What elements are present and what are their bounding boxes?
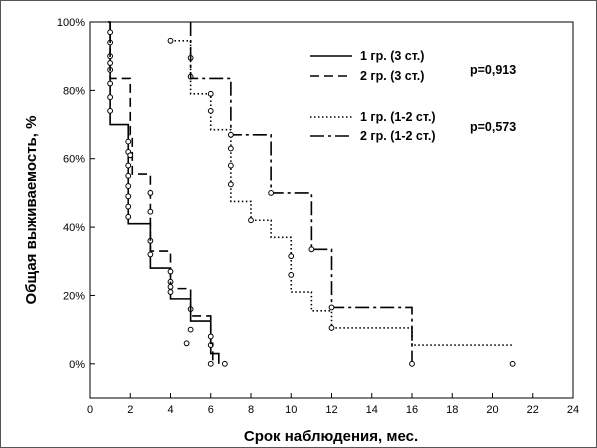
censored-point [268, 190, 275, 196]
censored-point [187, 326, 194, 333]
censored-point [147, 190, 154, 196]
x-axis-title: Срок наблюдения, мес. [244, 428, 418, 445]
x-tick-label: 6 [208, 404, 214, 416]
censored-point [207, 333, 214, 340]
series-line-3 [170, 40, 513, 346]
censored-point [125, 172, 132, 179]
legend-label: 1 гр. (3 ст.) [360, 49, 424, 63]
y-tick-label: 20% [63, 290, 85, 302]
censored-point [167, 289, 174, 295]
censored-point [107, 107, 114, 114]
x-tick-label: 20 [486, 404, 498, 416]
censored-point [147, 208, 154, 215]
censored-point [288, 272, 295, 278]
censored-point [125, 162, 132, 169]
x-tick-label: 24 [567, 404, 579, 416]
x-tick-label: 4 [167, 404, 173, 416]
y-tick-label: 80% [63, 85, 85, 97]
censored-point [227, 145, 234, 152]
series-line-1 [108, 21, 220, 364]
p-value-group-3: p=0,913 [470, 63, 516, 77]
censored-point [183, 340, 190, 347]
censored-point [167, 37, 174, 44]
censored-point [308, 246, 315, 253]
censored-point [127, 152, 134, 159]
censored-point [227, 181, 234, 188]
censored-point [147, 251, 154, 258]
censored-point [107, 60, 114, 66]
censored-point [167, 268, 174, 275]
censored-point [125, 183, 132, 189]
plot-area-border [89, 21, 574, 399]
y-axis-title: Общая выживаемость, % [23, 116, 40, 305]
censored-point [288, 253, 295, 260]
x-tick-label: 14 [366, 404, 378, 416]
x-axis-ticks: 0 2 4 6 8 10 12 14 16 18 20 22 24 [87, 393, 579, 416]
censored-point [125, 138, 132, 145]
series-layer [107, 21, 516, 367]
censored-point [509, 360, 516, 367]
p-value-group-1-2: p=0,573 [470, 120, 516, 134]
y-axis-ticks: 0% 20% 40% 60% 80% 100% [57, 17, 95, 371]
y-tick-label: 100% [57, 17, 85, 29]
legend-label: 2 гр. (1-2 ст.) [360, 129, 436, 143]
legend: 1 гр. (3 ст.) 2 гр. (3 ст.) 1 гр. (1-2 ст.… [310, 49, 436, 143]
x-tick-label: 12 [325, 404, 337, 416]
x-tick-label: 22 [527, 404, 539, 416]
x-tick-label: 2 [127, 404, 133, 416]
x-tick-label: 10 [285, 404, 297, 416]
censored-point [409, 360, 415, 367]
x-tick-label: 16 [406, 404, 418, 416]
censored-point [125, 213, 132, 220]
censored-point [207, 107, 214, 114]
censored-point [107, 94, 114, 101]
series-line-2 [108, 21, 214, 364]
x-tick-label: 0 [87, 404, 93, 416]
censored-point [227, 131, 234, 138]
censored-point [207, 360, 214, 367]
censored-point [227, 162, 234, 169]
censored-point [221, 360, 228, 367]
x-tick-label: 8 [248, 404, 254, 416]
censored-point [125, 193, 132, 200]
y-tick-label: 60% [63, 154, 85, 166]
censored-point [107, 80, 114, 87]
legend-label: 2 гр. (3 ст.) [360, 69, 424, 83]
censored-point [125, 203, 132, 210]
censored-point [328, 304, 335, 311]
y-tick-label: 0% [69, 359, 85, 371]
legend-label: 1 гр. (1-2 ст.) [360, 110, 436, 124]
censored-point [328, 325, 335, 331]
y-tick-label: 40% [63, 222, 85, 234]
censored-point [207, 90, 214, 97]
censored-point [248, 217, 254, 224]
x-tick-label: 18 [446, 404, 458, 416]
censored-point [167, 284, 174, 290]
censored-point [107, 29, 114, 36]
